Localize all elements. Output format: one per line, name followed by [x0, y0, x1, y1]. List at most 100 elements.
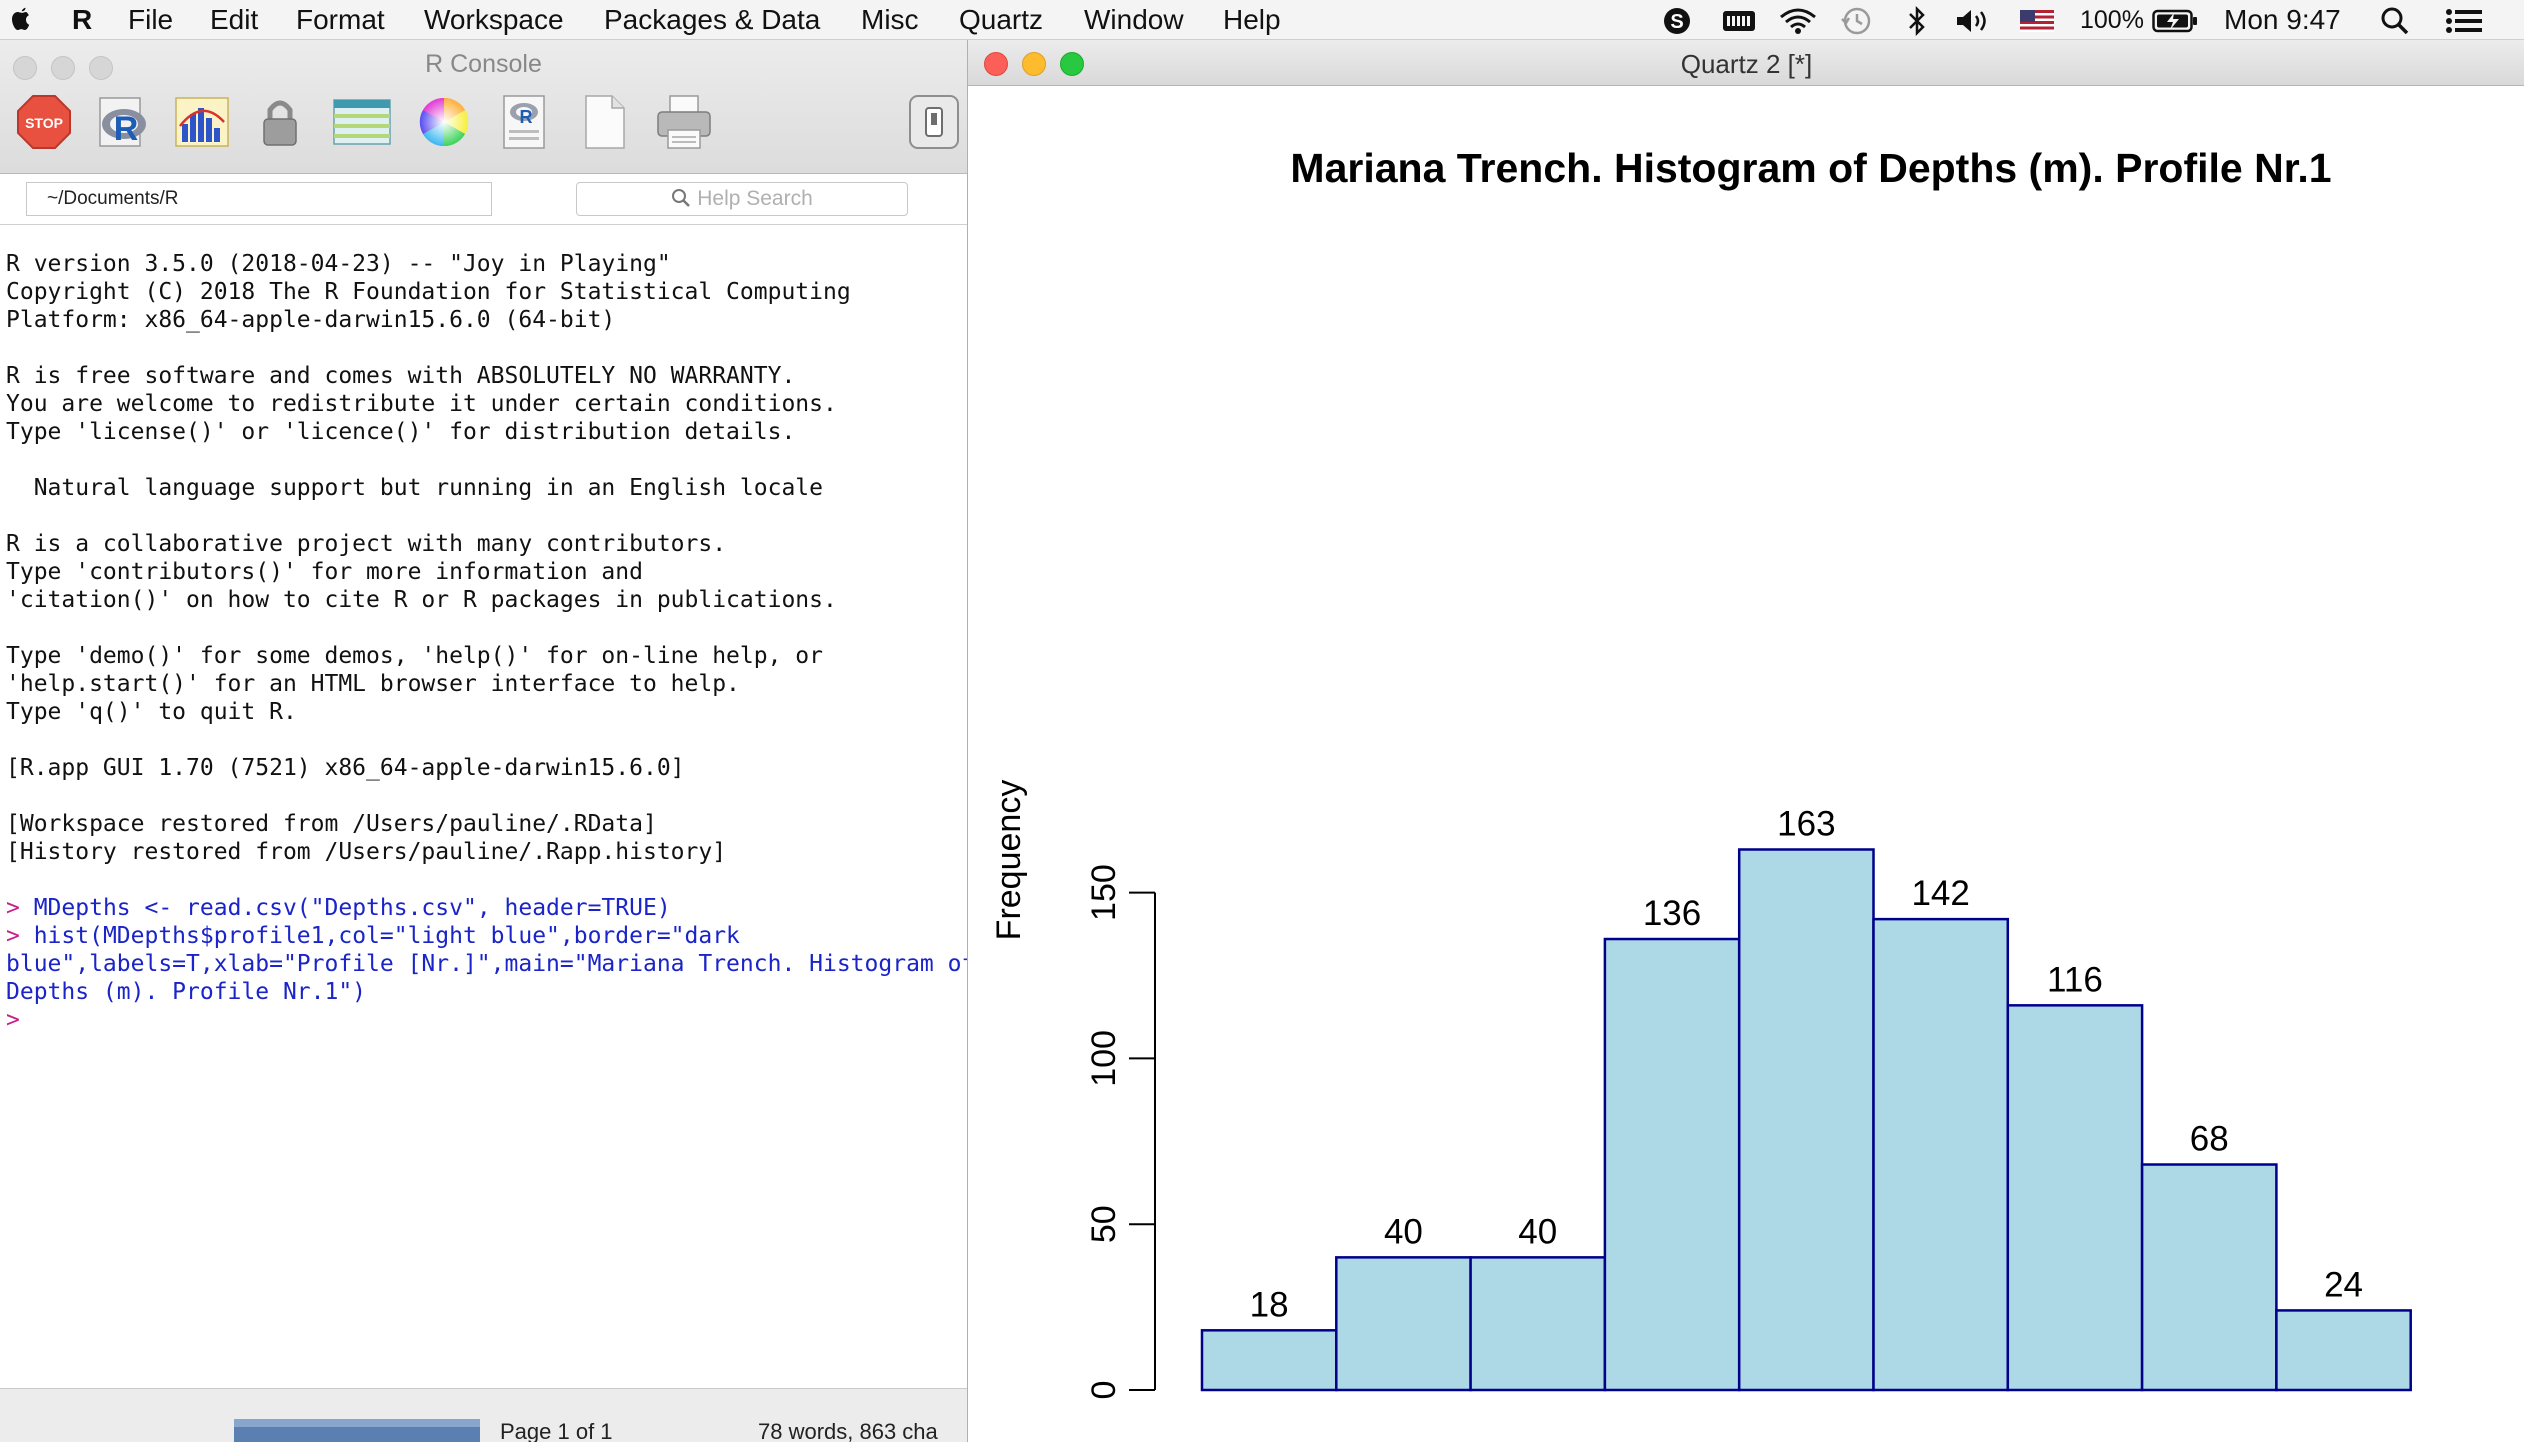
- console-titlebar: R Console STOP R: [0, 40, 967, 174]
- chart-icon[interactable]: [172, 92, 232, 152]
- skype-icon[interactable]: S: [1662, 6, 1692, 36]
- console-prompt: >: [6, 923, 34, 949]
- histogram-bar: [1737, 848, 1875, 1392]
- menu-file[interactable]: File: [128, 4, 174, 35]
- y-axis: 0 50 100 150: [1085, 864, 1156, 1399]
- menu-format[interactable]: Format: [296, 4, 385, 35]
- quartz-close-button[interactable]: [984, 52, 1008, 76]
- console-line: [6, 614, 975, 642]
- table-icon[interactable]: [332, 92, 392, 152]
- y-tick-label: 150: [1085, 864, 1123, 921]
- console-title: R Console: [425, 50, 542, 78]
- new-document-icon[interactable]: [574, 92, 634, 152]
- menu-window[interactable]: Window: [1084, 4, 1184, 35]
- menu-workspace[interactable]: Workspace: [424, 4, 564, 35]
- stop-label: STOP: [25, 115, 63, 131]
- console-command-line: > MDepths <- read.csv("Depths.csv", head…: [6, 894, 975, 922]
- bluetooth-icon[interactable]: [1906, 6, 1928, 36]
- print-icon[interactable]: [654, 92, 714, 152]
- bar-data-label: 40: [1384, 1212, 1423, 1251]
- console-close-button[interactable]: [13, 56, 37, 80]
- console-line: You are welcome to redistribute it under…: [6, 391, 837, 417]
- r-source-icon[interactable]: R: [92, 92, 152, 152]
- quartz-minimize-button[interactable]: [1022, 52, 1046, 76]
- word-count: 78 words, 863 cha: [758, 1419, 938, 1442]
- help-search-field[interactable]: Help Search: [576, 182, 908, 216]
- console-line: R version 3.5.0 (2018-04-23) -- "Joy in …: [6, 251, 671, 277]
- console-output[interactable]: R version 3.5.0 (2018-04-23) -- "Joy in …: [6, 250, 975, 1034]
- console-line: [R.app GUI 1.70 (7521) x86_64-apple-darw…: [6, 755, 685, 781]
- console-command: blue",labels=T,xlab="Profile [Nr.]",main…: [6, 951, 976, 977]
- battery-icon[interactable]: [2152, 9, 2198, 33]
- stop-icon[interactable]: STOP: [14, 92, 74, 152]
- bar-data-label: 163: [1777, 804, 1835, 843]
- console-zoom-button[interactable]: [89, 56, 113, 80]
- histogram-bar: [1335, 1256, 1472, 1392]
- console-line: [Workspace restored from /Users/pauline/…: [6, 811, 657, 837]
- console-line: [6, 726, 975, 754]
- wifi-icon[interactable]: [1778, 6, 1818, 36]
- time-machine-icon[interactable]: [1840, 5, 1872, 37]
- histogram-bar: [1603, 937, 1741, 1392]
- flag-icon[interactable]: [2020, 10, 2054, 32]
- bar-data-label: 24: [2324, 1265, 2363, 1304]
- console-line: Type 'demo()' for some demos, 'help()' f…: [6, 643, 823, 669]
- y-tick-label: 50: [1085, 1205, 1123, 1243]
- toggle-icon[interactable]: [904, 92, 964, 152]
- color-wheel-icon[interactable]: [414, 92, 474, 152]
- console-line: [6, 446, 975, 474]
- console-line: [6, 782, 975, 810]
- dock-thumbnail-icon: [234, 1419, 480, 1442]
- console-command-line: blue",labels=T,xlab="Profile [Nr.]",main…: [6, 950, 975, 978]
- bar-data-label: 142: [1911, 874, 1969, 913]
- console-input-line[interactable]: >: [6, 1006, 975, 1034]
- console-line: 'help.start()' for an HTML browser inter…: [6, 671, 740, 697]
- histogram-bar: [2006, 1004, 2144, 1392]
- chart-title: Mariana Trench. Histogram of Depths (m).…: [1290, 145, 2331, 191]
- histogram-bar: [2140, 1163, 2278, 1392]
- menu-quartz[interactable]: Quartz: [959, 4, 1044, 35]
- bar-data-label: 18: [1250, 1285, 1289, 1324]
- apple-icon[interactable]: [8, 6, 34, 34]
- bar-data-label: 68: [2190, 1120, 2229, 1159]
- quartz-zoom-button[interactable]: [1060, 52, 1084, 76]
- list-icon[interactable]: [2444, 8, 2484, 34]
- menu-packages-data[interactable]: Packages & Data: [604, 4, 821, 35]
- console-line: [History restored from /Users/pauline/.R…: [6, 839, 727, 865]
- console-prompt: >: [6, 1007, 20, 1033]
- histogram-bar: [1872, 917, 2010, 1392]
- console-command: hist(MDepths$profile1,col="light blue",b…: [33, 923, 740, 949]
- battery-percent[interactable]: 100%: [2080, 6, 2144, 34]
- r-document-icon[interactable]: R: [494, 92, 554, 152]
- console-line: [6, 502, 975, 530]
- menu-help[interactable]: Help: [1223, 4, 1281, 35]
- console-minimize-button[interactable]: [51, 56, 75, 80]
- menu-misc[interactable]: Misc: [861, 4, 919, 35]
- console-line: R is free software and comes with ABSOLU…: [6, 363, 796, 389]
- console-command-line: Depths (m). Profile Nr.1"): [6, 978, 975, 1006]
- working-directory-field[interactable]: ~/Documents/R: [26, 182, 492, 216]
- keyboard-icon[interactable]: [1722, 9, 1756, 33]
- histogram-bar: [1469, 1256, 1607, 1392]
- menu-edit[interactable]: Edit: [210, 4, 259, 35]
- histogram-bars: 18 40 40 136 163 142 116 68 24: [1200, 804, 2412, 1392]
- console-line: 'citation()' on how to cite R or R packa…: [6, 587, 837, 613]
- volume-icon[interactable]: [1954, 8, 1994, 34]
- console-command: Depths (m). Profile Nr.1"): [6, 979, 367, 1005]
- console-line: R is a collaborative project with many c…: [6, 531, 727, 557]
- console-line: Natural language support but running in …: [6, 475, 823, 501]
- search-icon[interactable]: [2380, 6, 2410, 36]
- console-line: Type 'contributors()' for more informati…: [6, 559, 643, 585]
- r-console-window: R Console STOP R: [0, 40, 975, 1442]
- y-tick-label: 100: [1085, 1030, 1123, 1087]
- bar-data-label: 40: [1518, 1212, 1557, 1251]
- histogram-bar: [1200, 1329, 1338, 1392]
- console-command-line: > hist(MDepths$profile1,col="light blue"…: [6, 922, 975, 950]
- quartz-title: Quartz 2 [*]: [1680, 49, 1813, 79]
- page-count: Page 1 of 1: [500, 1419, 613, 1442]
- menu-app-name[interactable]: R: [72, 4, 93, 35]
- console-line: Platform: x86_64-apple-darwin15.6.0 (64-…: [6, 307, 616, 333]
- svg-text:R: R: [114, 110, 139, 148]
- lock-icon[interactable]: [250, 92, 310, 152]
- menubar-clock[interactable]: Mon 9:47: [2224, 4, 2341, 35]
